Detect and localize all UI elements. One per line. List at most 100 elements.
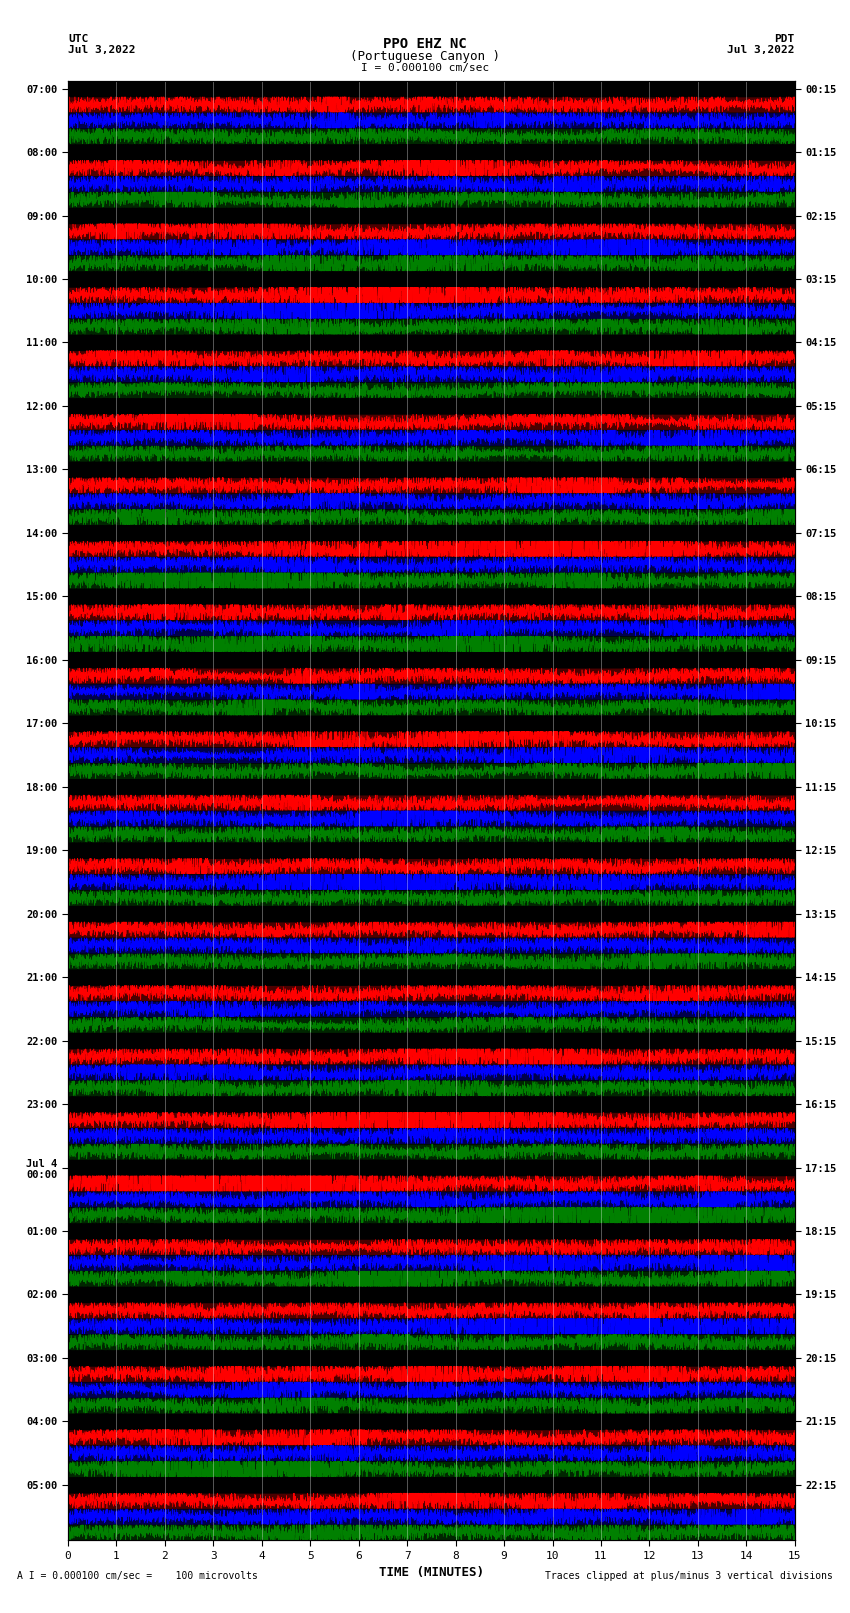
Bar	[68, 382, 795, 398]
Bar	[68, 1382, 795, 1397]
Bar	[68, 1413, 795, 1429]
Bar	[68, 366, 795, 382]
Bar	[68, 415, 795, 429]
Bar	[68, 636, 795, 652]
Bar	[68, 494, 795, 510]
Bar	[68, 429, 795, 445]
Bar	[68, 461, 795, 477]
Bar	[68, 668, 795, 684]
Bar	[68, 1271, 795, 1287]
Bar	[68, 129, 795, 144]
Bar	[68, 1524, 795, 1540]
Bar	[68, 1350, 795, 1366]
Bar	[68, 271, 795, 287]
Bar	[68, 160, 795, 176]
Bar	[68, 144, 795, 160]
Bar	[68, 97, 795, 113]
Bar	[68, 684, 795, 700]
Bar	[68, 763, 795, 779]
Bar	[68, 81, 795, 97]
Text: I = 0.000100 cm/sec: I = 0.000100 cm/sec	[361, 63, 489, 73]
Bar	[68, 398, 795, 415]
Bar	[68, 1478, 795, 1492]
Bar	[68, 1334, 795, 1350]
Bar	[68, 890, 795, 907]
Bar	[68, 113, 795, 129]
Bar	[68, 842, 795, 858]
Bar	[68, 287, 795, 303]
Bar	[68, 1144, 795, 1160]
Bar	[68, 795, 795, 811]
Bar	[68, 1429, 795, 1445]
Bar	[68, 319, 795, 334]
Bar	[68, 350, 795, 366]
Text: Jul 3,2022: Jul 3,2022	[728, 45, 795, 55]
Text: PDT: PDT	[774, 34, 795, 44]
Bar	[68, 1002, 795, 1016]
Bar	[68, 176, 795, 192]
Bar	[68, 1111, 795, 1127]
Bar	[68, 937, 795, 953]
Bar	[68, 255, 795, 271]
Bar	[68, 1397, 795, 1413]
Bar	[68, 986, 795, 1002]
Text: A I = 0.000100 cm/sec =    100 microvolts: A I = 0.000100 cm/sec = 100 microvolts	[17, 1571, 258, 1581]
Bar	[68, 1160, 795, 1176]
Bar	[68, 1461, 795, 1478]
Bar	[68, 1255, 795, 1271]
Bar	[68, 1097, 795, 1111]
X-axis label: TIME (MINUTES): TIME (MINUTES)	[379, 1566, 484, 1579]
Bar	[68, 652, 795, 668]
Bar	[68, 524, 795, 540]
Bar	[68, 208, 795, 224]
Bar	[68, 1302, 795, 1318]
Bar	[68, 1127, 795, 1144]
Bar	[68, 334, 795, 350]
Bar	[68, 874, 795, 890]
Bar	[68, 192, 795, 208]
Bar	[68, 1445, 795, 1461]
Bar	[68, 1318, 795, 1334]
Bar	[68, 540, 795, 556]
Bar	[68, 826, 795, 842]
Bar	[68, 921, 795, 937]
Bar	[68, 1065, 795, 1081]
Bar	[68, 731, 795, 747]
Bar	[68, 510, 795, 524]
Bar	[68, 224, 795, 239]
Bar	[68, 1207, 795, 1223]
Bar	[68, 605, 795, 619]
Bar	[68, 239, 795, 255]
Text: Jul 3,2022: Jul 3,2022	[68, 45, 135, 55]
Bar	[68, 477, 795, 494]
Text: Traces clipped at plus/minus 3 vertical divisions: Traces clipped at plus/minus 3 vertical …	[545, 1571, 833, 1581]
Bar	[68, 1016, 795, 1032]
Bar	[68, 445, 795, 461]
Bar	[68, 1176, 795, 1192]
Bar	[68, 1032, 795, 1048]
Bar	[68, 1048, 795, 1065]
Bar	[68, 779, 795, 795]
Bar	[68, 858, 795, 874]
Bar	[68, 747, 795, 763]
Bar	[68, 953, 795, 969]
Bar	[68, 573, 795, 589]
Bar	[68, 1508, 795, 1524]
Text: (Portuguese Canyon ): (Portuguese Canyon )	[350, 50, 500, 63]
Bar	[68, 303, 795, 319]
Bar	[68, 589, 795, 605]
Text: PPO EHZ NC: PPO EHZ NC	[383, 37, 467, 52]
Bar	[68, 1366, 795, 1382]
Bar	[68, 1492, 795, 1508]
Bar	[68, 1192, 795, 1207]
Bar	[68, 1239, 795, 1255]
Bar	[68, 1287, 795, 1302]
Bar	[68, 556, 795, 573]
Bar	[68, 1223, 795, 1239]
Text: UTC: UTC	[68, 34, 88, 44]
Bar	[68, 907, 795, 921]
Bar	[68, 619, 795, 636]
Bar	[68, 700, 795, 715]
Bar	[68, 1081, 795, 1097]
Bar	[68, 715, 795, 731]
